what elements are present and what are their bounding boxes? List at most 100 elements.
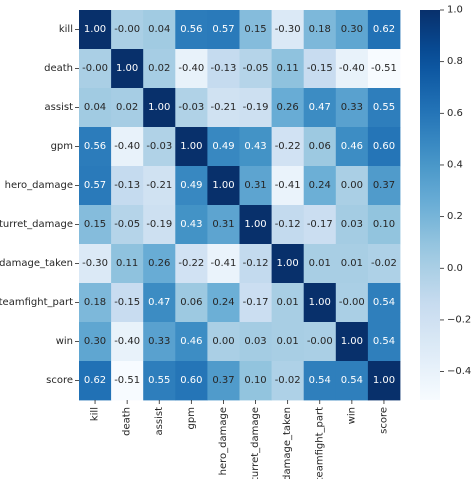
colorbar-tick-label: 0.4 [447,159,463,170]
colorbar-tick-label: 0.8 [447,56,463,67]
heatmap-cell-teamfight_part-kill [79,283,112,323]
cell-value-label: -0.40 [178,63,204,74]
cell-value-label: -0.41 [211,258,237,269]
cell-value-label: -0.51 [114,375,140,386]
cell-value-label: -0.13 [114,180,140,191]
cell-value-label: 0.54 [341,375,363,386]
row-label-win: win [56,336,73,347]
column-label-score: score [378,407,389,434]
colorbar-tick-label: 0.6 [447,108,463,119]
cell-value-label: -0.21 [146,180,172,191]
cell-value-label: 0.37 [373,180,395,191]
cell-value-label: 0.62 [84,375,106,386]
cell-value-label: -0.00 [82,63,108,74]
heatmap-cell-assist-gpm [175,88,208,128]
heatmap-cell-death-win [335,49,369,89]
heatmap-cell-damage_taken-win [335,244,369,284]
heatmap-cell-score-teamfight_part [303,361,337,401]
cell-value-label: 1.00 [84,24,106,35]
cell-value-label: -0.22 [275,141,301,152]
heatmap-cell-win-gpm [175,322,208,362]
heatmap-cell-gpm-teamfight_part [303,127,337,167]
cell-value-label: 0.33 [148,336,170,347]
heatmap-cell-turret_damage-kill [79,205,112,245]
colorbar-gradient [420,10,440,400]
cell-value-label: -0.00 [307,336,333,347]
colorbar-tick-label: 0.0 [447,263,463,274]
cell-value-label: -0.12 [275,219,301,230]
heatmap-cell-turret_damage-win [335,205,369,245]
cell-value-label: -0.15 [307,63,333,74]
cell-value-label: -0.03 [146,141,172,152]
heatmap-cell-score-assist [143,361,176,401]
cell-value-label: 0.04 [84,102,106,113]
cell-value-label: 1.00 [309,297,331,308]
heatmap-cell-gpm-death [111,127,144,167]
cell-value-label: 1.00 [116,63,138,74]
cell-value-label: 0.55 [148,375,170,386]
cell-value-label: 0.26 [277,102,299,113]
cell-value-label: 1.00 [373,375,395,386]
cell-value-label: 0.54 [373,297,395,308]
heatmap-cell-score-win [335,361,369,401]
cell-value-label: 0.30 [84,336,106,347]
cell-value-label: -0.05 [243,63,269,74]
heatmap-cell-kill-gpm [175,10,208,50]
cell-value-label: 1.00 [341,336,363,347]
heatmap-cell-teamfight_part-win [335,283,369,323]
cell-value-label: 0.60 [373,141,395,152]
cell-value-label: 0.43 [244,141,266,152]
cell-value-label: 0.54 [309,375,331,386]
heatmap-cell-death-death [111,49,144,89]
heatmap-cell-damage_taken-damage_taken [271,244,305,284]
heatmap-cell-turret_damage-hero_damage [207,205,240,245]
cell-value-label: 0.18 [309,24,331,35]
row-label-death: death [44,63,73,74]
column-label-teamfight_part: teamfight_part [314,407,325,479]
heatmap-cell-damage_taken-kill [79,244,112,284]
heatmap-cell-gpm-score [367,127,401,167]
heatmap-cell-damage_taken-teamfight_part [303,244,337,284]
cell-value-label: 0.47 [148,297,170,308]
cell-value-label: -0.15 [114,297,140,308]
heatmap-cell-win-kill [79,322,112,362]
heatmap-cell-kill-score [367,10,401,50]
cell-value-label: 0.49 [180,180,202,191]
heatmap-cell-gpm-turret_damage [239,127,272,167]
heatmap-cell-gpm-hero_damage [207,127,240,167]
heatmap-cell-assist-death [111,88,144,128]
heatmap-cell-score-kill [79,361,112,401]
colorbar-tick-label: 0.2 [447,211,463,222]
heatmap-cell-turret_damage-death [111,205,144,245]
cell-value-label: 0.10 [373,219,395,230]
cell-value-label: -0.40 [114,141,140,152]
heatmap-cell-kill-win [335,10,369,50]
cell-value-label: -0.30 [82,258,108,269]
cell-value-label: 0.56 [84,141,106,152]
heatmap-cell-turret_damage-gpm [175,205,208,245]
row-label-hero_damage: hero_damage [5,180,73,191]
row-label-kill: kill [59,24,73,35]
cell-value-label: 0.06 [309,141,331,152]
heatmap-cell-score-hero_damage [207,361,240,401]
heatmap-cell-damage_taken-turret_damage [239,244,272,284]
cell-value-label: -0.40 [114,336,140,347]
heatmap-cell-kill-kill [79,10,112,50]
heatmap-cell-gpm-kill [79,127,112,167]
cell-value-label: -0.02 [371,258,397,269]
heatmap-cell-gpm-win [335,127,369,167]
heatmap-cell-win-death [111,322,144,362]
cell-value-label: 0.26 [148,258,170,269]
heatmap-cell-teamfight_part-death [111,283,144,323]
column-label-hero_damage: hero_damage [218,407,229,475]
heatmap-cell-assist-assist [143,88,176,128]
cell-value-label: 0.10 [244,375,266,386]
heatmap-cell-gpm-damage_taken [271,127,305,167]
cell-value-label: 0.46 [180,336,202,347]
column-labels: kill death assist gpm hero_damage turret_dama… [90,400,389,479]
heatmap-cell-win-turret_damage [239,322,272,362]
heatmap-cell-kill-teamfight_part [303,10,337,50]
heatmap-cell-win-hero_damage [207,322,240,362]
cell-value-label: 0.00 [212,336,234,347]
heatmap-cell-win-win [335,322,369,362]
